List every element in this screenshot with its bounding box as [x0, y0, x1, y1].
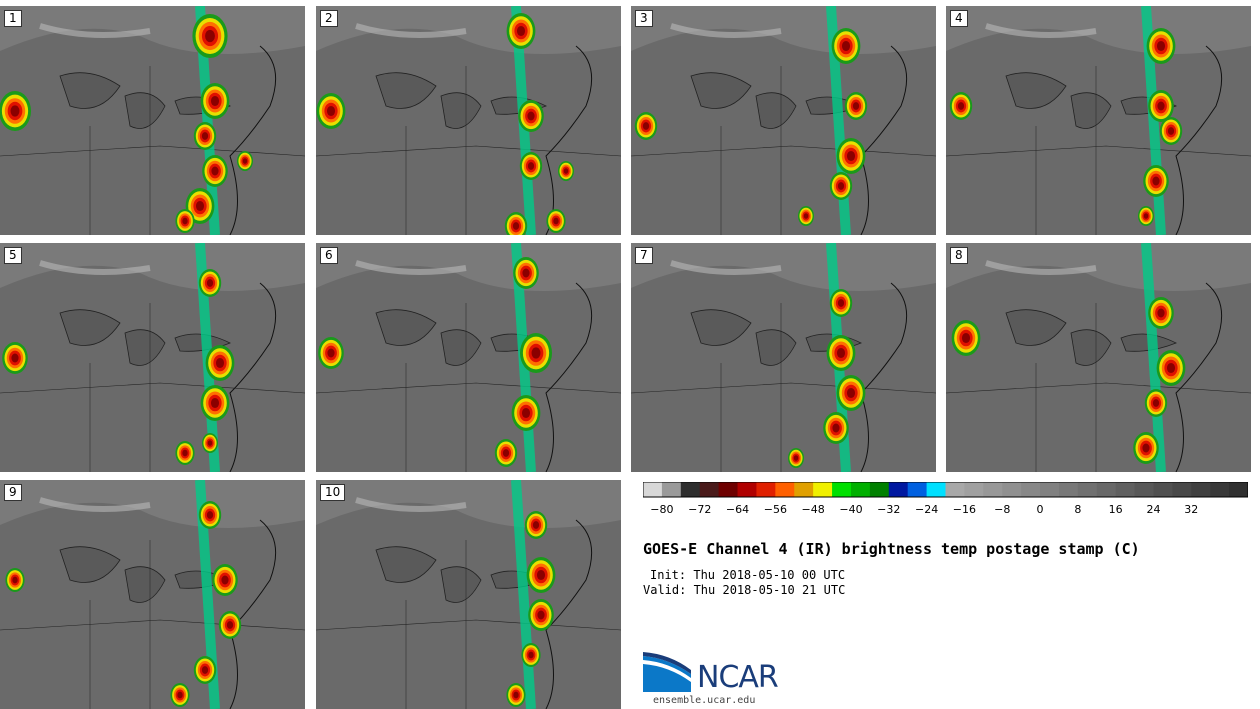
colorbar-swatch — [1134, 482, 1154, 497]
colorbar-swatch — [850, 482, 871, 497]
map-panel-7: 7 — [631, 243, 936, 472]
colorbar-swatch — [869, 482, 890, 497]
colorbar-swatch — [775, 482, 795, 497]
panel-number-label: 9 — [4, 484, 22, 501]
colorbar-swatch — [1210, 482, 1230, 497]
ir-satellite-map — [316, 243, 621, 472]
panel-number-label: 1 — [4, 10, 22, 27]
map-panel-8: 8 — [946, 243, 1251, 472]
colorbar-swatch — [1058, 482, 1079, 497]
panel-number-label: 3 — [635, 10, 653, 27]
map-panel-9: 9 — [0, 480, 305, 709]
map-panel-6: 6 — [316, 243, 621, 472]
ir-satellite-map — [316, 480, 621, 709]
colorbar-swatch — [661, 482, 682, 497]
ir-satellite-map — [946, 243, 1251, 472]
ir-satellite-map — [946, 6, 1251, 235]
colorbar-tick-label: −48 — [801, 503, 825, 516]
panel-number-label: 8 — [950, 247, 968, 264]
colorbar-swatch — [907, 482, 928, 497]
colorbar-swatch — [945, 482, 965, 497]
colorbar-swatch — [699, 482, 720, 497]
colorbar-tick-label: 0 — [1036, 503, 1044, 516]
colorbar-swatch — [1040, 482, 1060, 497]
colorbar-swatch — [1096, 482, 1117, 497]
colorbar — [643, 482, 1248, 498]
logo-text: NCAR — [697, 660, 779, 695]
ir-satellite-map — [0, 243, 305, 472]
colorbar-swatch — [643, 482, 663, 497]
colorbar-tick-label: −16 — [952, 503, 977, 516]
panel-number-label: 4 — [950, 10, 968, 27]
colorbar-tick-label: −72 — [688, 503, 712, 516]
colorbar-swatch — [1002, 482, 1022, 497]
ir-satellite-map — [0, 6, 305, 235]
colorbar-swatch — [1021, 482, 1041, 497]
colorbar-swatch — [832, 482, 852, 497]
colorbar-tick-label: −56 — [763, 503, 787, 516]
colorbar-tick-label: 24 — [1146, 503, 1161, 516]
panel-number-label: 2 — [320, 10, 338, 27]
colorbar-swatch — [794, 482, 814, 497]
colorbar-swatch — [813, 482, 833, 497]
colorbar-tick-label: −32 — [877, 503, 901, 516]
panel-number-label: 5 — [4, 247, 22, 264]
colorbar-swatch — [680, 482, 701, 497]
map-panel-1: 1 — [0, 6, 305, 235]
colorbar-swatch — [1153, 482, 1173, 497]
colorbar-swatch — [983, 482, 1003, 497]
chart-title: GOES-E Channel 4 (IR) brightness temp po… — [643, 540, 1140, 558]
colorbar-tick-label: 8 — [1074, 503, 1082, 516]
colorbar-tick-label: −64 — [725, 503, 750, 516]
map-panel-3: 3 — [631, 6, 936, 235]
map-panel-2: 2 — [316, 6, 621, 235]
colorbar-swatch — [1077, 482, 1098, 497]
colorbar-swatch — [1191, 482, 1211, 497]
ncar-logo-icon — [643, 652, 691, 692]
colorbar-tick-label: −40 — [839, 503, 863, 516]
map-panel-5: 5 — [0, 243, 305, 472]
colorbar-tick-label: 32 — [1184, 503, 1199, 516]
panel-number-label: 10 — [320, 484, 346, 501]
colorbar-tick-label: 16 — [1108, 503, 1123, 516]
colorbar-tick-label: −8 — [994, 503, 1011, 516]
colorbar-swatch — [718, 482, 739, 497]
colorbar-swatch — [964, 482, 984, 497]
panel-number-label: 6 — [320, 247, 338, 264]
panel-number-label: 7 — [635, 247, 653, 264]
ir-satellite-map — [316, 6, 621, 235]
ir-satellite-map — [631, 6, 936, 235]
ir-satellite-map — [631, 243, 936, 472]
map-panel-10: 10 — [316, 480, 621, 709]
map-panel-4: 4 — [946, 6, 1251, 235]
colorbar-swatch — [756, 482, 776, 497]
colorbar-swatch — [737, 482, 757, 497]
colorbar-swatch — [888, 482, 909, 497]
ir-satellite-map — [0, 480, 305, 709]
colorbar-swatch — [926, 482, 946, 497]
init-time: Init: Thu 2018-05-10 00 UTC — [650, 568, 846, 582]
colorbar-tick-label: −80 — [650, 503, 674, 516]
colorbar-tick-label: −24 — [914, 503, 939, 516]
colorbar-swatch — [1172, 482, 1192, 497]
valid-time: Valid: Thu 2018-05-10 21 UTC — [643, 583, 846, 597]
colorbar-swatch — [1115, 482, 1136, 497]
logo-url: ensemble.ucar.edu — [653, 695, 756, 706]
colorbar-swatch — [1229, 482, 1248, 497]
